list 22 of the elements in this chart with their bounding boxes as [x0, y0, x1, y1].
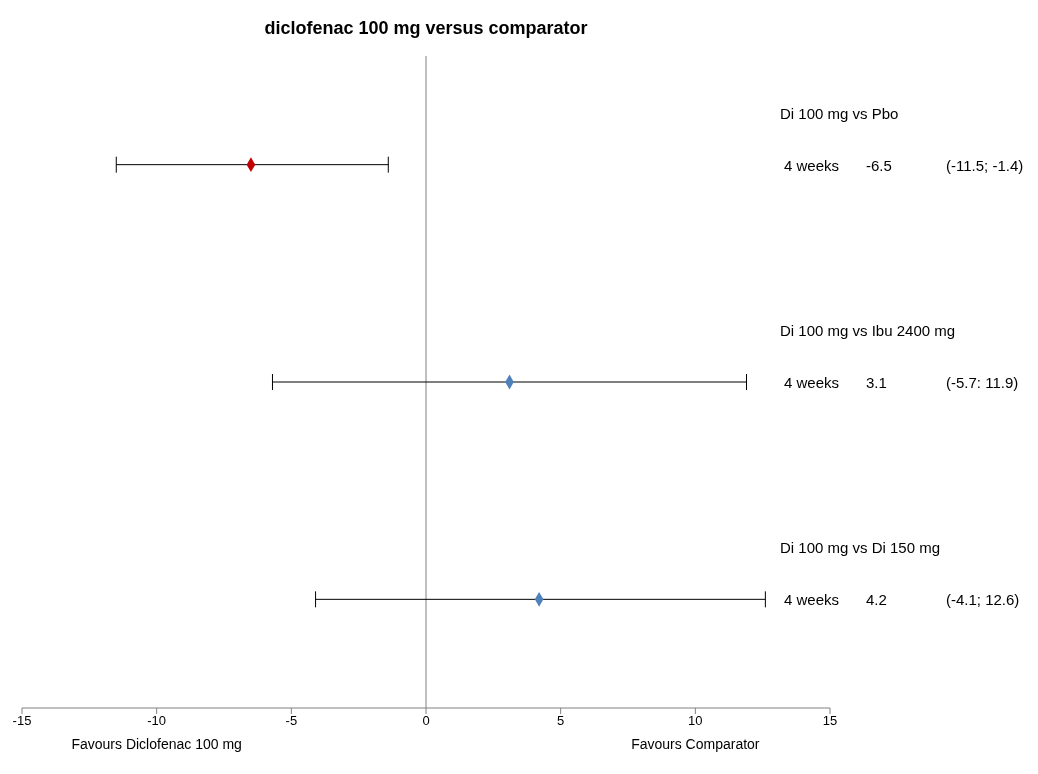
annotation: Di 100 mg vs Di 150 mg [780, 538, 941, 556]
text: (-5.7: 11.9) [946, 373, 1019, 391]
text: (-4.1; 12.6) [946, 590, 1020, 608]
annotation: Di 100 mg vs Ibu 2400 mg [780, 321, 956, 339]
x-tick-label: -5 [285, 713, 298, 729]
x-tick-label: 10 [688, 713, 703, 729]
text: Favours Diclofenac 100 mg [70, 736, 243, 752]
annotation: 4 weeks [784, 156, 840, 174]
annotation: Di 100 mg vs Pbo [780, 104, 899, 122]
annotation: 4 weeks [784, 590, 840, 608]
x-tick-label: 5 [557, 713, 565, 729]
annotation: 4 weeks [784, 373, 840, 391]
x-tick-label: 0 [422, 713, 430, 729]
text: (-11.5; -1.4) [946, 156, 1024, 174]
chart-title: diclofenac 100 mg versus comparator [263, 18, 589, 39]
x-tick-label: -15 [12, 713, 32, 729]
text: Favours Comparator [630, 736, 761, 752]
x-tick-label: -10 [147, 713, 167, 729]
data-label: 4.2 [866, 590, 887, 608]
data-label: 3.1 [866, 373, 887, 391]
x-tick-label: 15 [822, 713, 838, 729]
data-label: -6.5 [866, 156, 892, 174]
